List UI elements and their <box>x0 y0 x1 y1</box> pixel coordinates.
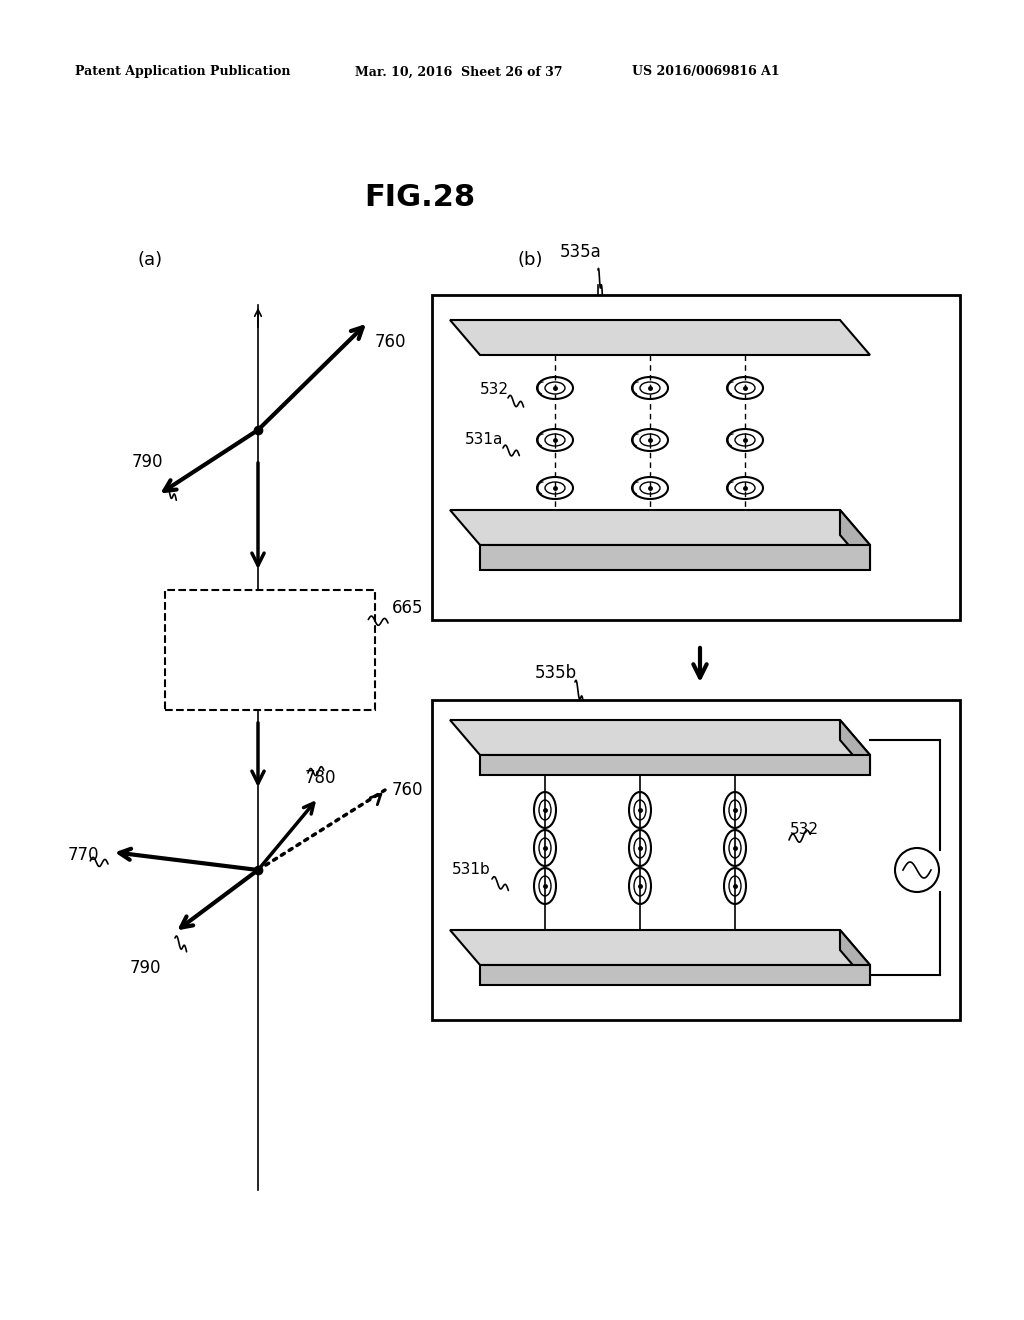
Text: 790: 790 <box>130 960 162 977</box>
Text: (b): (b) <box>517 251 543 269</box>
Polygon shape <box>450 719 870 755</box>
Polygon shape <box>480 965 870 985</box>
Text: 532: 532 <box>790 822 819 837</box>
Bar <box>432 294 961 620</box>
Polygon shape <box>450 931 870 965</box>
Text: Mar. 10, 2016  Sheet 26 of 37: Mar. 10, 2016 Sheet 26 of 37 <box>355 66 562 78</box>
Text: 760: 760 <box>375 333 407 351</box>
Text: 532: 532 <box>480 383 509 397</box>
Text: 535a: 535a <box>560 243 602 261</box>
Bar <box>432 700 961 1020</box>
Text: 531a: 531a <box>465 433 504 447</box>
Polygon shape <box>450 319 870 355</box>
Circle shape <box>895 847 939 892</box>
Polygon shape <box>480 755 870 775</box>
Text: 780: 780 <box>305 770 337 787</box>
Text: (a): (a) <box>137 251 163 269</box>
Polygon shape <box>450 510 870 545</box>
Text: 790: 790 <box>132 453 164 471</box>
Polygon shape <box>840 931 870 985</box>
Text: 531b: 531b <box>452 862 490 878</box>
Polygon shape <box>840 719 870 775</box>
Text: 770: 770 <box>68 846 99 865</box>
Text: 665: 665 <box>392 599 424 616</box>
Text: 535b: 535b <box>535 664 578 682</box>
Polygon shape <box>480 545 870 570</box>
Text: Patent Application Publication: Patent Application Publication <box>75 66 291 78</box>
Text: US 2016/0069816 A1: US 2016/0069816 A1 <box>632 66 779 78</box>
Text: FIG.28: FIG.28 <box>365 182 475 211</box>
Bar <box>165 590 375 710</box>
Text: 760: 760 <box>392 781 424 799</box>
Polygon shape <box>840 510 870 570</box>
